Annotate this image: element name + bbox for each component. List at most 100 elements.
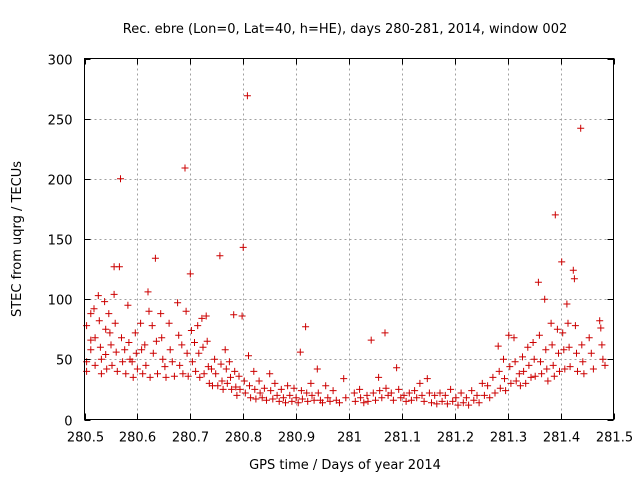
data-point [314, 389, 322, 397]
x-tick-label: 280.5 [67, 431, 104, 446]
data-point [91, 334, 99, 342]
data-point [292, 394, 300, 402]
data-point [599, 355, 607, 363]
data-point [579, 358, 587, 366]
data-point [302, 323, 310, 331]
x-axis: 280.5 280.6 280.7 280.8 280.9 281 281.1 281.2 28… [67, 58, 633, 446]
data-point [94, 292, 102, 300]
data-point [420, 397, 428, 405]
data-point [250, 367, 258, 375]
data-point [570, 275, 578, 283]
data-point [367, 336, 375, 344]
data-point [106, 329, 114, 337]
data-point [516, 382, 524, 390]
data-point [107, 341, 115, 349]
data-point [494, 342, 502, 350]
data-point [329, 387, 337, 395]
data-point [103, 365, 111, 373]
data-point [505, 331, 513, 339]
data-point [395, 385, 403, 393]
data-point [166, 346, 174, 354]
data-point [510, 334, 518, 342]
data-point [454, 401, 462, 409]
x-tick-label: 281 [337, 431, 362, 446]
data-point [175, 331, 183, 339]
x-tick-label: 280.9 [278, 431, 315, 446]
data-point [324, 394, 332, 402]
data-point [241, 389, 249, 397]
data-point [174, 299, 182, 307]
y-tick-label: 100 [48, 294, 73, 309]
data-point [596, 317, 604, 325]
data-point [407, 396, 415, 404]
y-tick-label: 300 [48, 54, 73, 69]
data-point [178, 341, 186, 349]
data-point [381, 329, 389, 337]
data-point [543, 365, 551, 373]
y-axis-label: STEC from uqrg / TECUs [10, 161, 25, 317]
data-point [303, 389, 311, 397]
y-tick-label: 50 [56, 354, 73, 369]
x-tick-label: 280.8 [225, 431, 262, 446]
data-point [564, 319, 572, 327]
data-point [535, 331, 543, 339]
data-point [416, 379, 424, 387]
data-point [208, 365, 215, 373]
data-point [387, 389, 395, 397]
data-point [580, 370, 588, 378]
data-point [198, 314, 206, 322]
data-point [145, 307, 153, 315]
data-point [389, 396, 397, 404]
data-point [131, 329, 139, 337]
data-point [558, 258, 566, 266]
data-point [598, 341, 606, 349]
data-point [534, 278, 542, 286]
data-point [101, 298, 109, 306]
grid [84, 58, 614, 420]
data-point [199, 343, 207, 351]
y-tick-label: 250 [48, 114, 73, 129]
data-point [515, 370, 523, 378]
data-point [152, 337, 160, 345]
data-point [102, 325, 110, 333]
data-point [124, 301, 132, 309]
data-point [519, 353, 526, 361]
data-point [196, 373, 204, 381]
data-point [405, 389, 413, 397]
data-point [393, 364, 401, 372]
data-point [560, 346, 568, 354]
data-point [186, 270, 194, 278]
data-point [247, 394, 255, 402]
data-point [117, 175, 124, 183]
data-point [233, 391, 241, 399]
data-point [125, 339, 133, 346]
data-point [267, 387, 275, 395]
data-point [284, 382, 292, 390]
data-point [184, 372, 192, 380]
data-point [168, 358, 176, 366]
data-point [165, 319, 173, 327]
data-point [350, 389, 358, 397]
data-point [219, 385, 227, 393]
data-point [139, 370, 147, 378]
data-point [277, 385, 285, 393]
data-point [601, 361, 609, 369]
x-tick-label: 281.3 [490, 431, 527, 446]
data-point [585, 334, 593, 342]
data-point [240, 377, 248, 385]
data-point [506, 363, 514, 371]
data-point [239, 243, 247, 251]
data-point [512, 377, 520, 385]
data-point [194, 322, 202, 330]
data-point [181, 164, 189, 172]
data-point [423, 375, 431, 383]
data-point [227, 373, 234, 381]
data-point [319, 399, 326, 407]
data-point [574, 367, 581, 375]
data-point [589, 365, 597, 373]
data-point [243, 92, 251, 100]
data-points [83, 92, 609, 409]
data-point [231, 367, 239, 375]
chart-title: Rec. ebre (Lon=0, Lat=40, h=HE), days 28… [123, 22, 567, 37]
